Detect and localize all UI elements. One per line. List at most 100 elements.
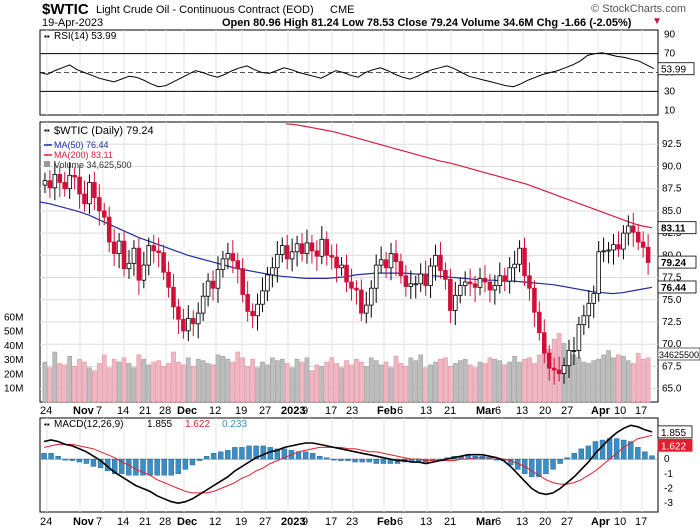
x-tick-label: 9	[302, 405, 308, 417]
volume-bar	[457, 360, 463, 403]
macd-histogram-bar	[621, 439, 627, 460]
candle-body	[67, 174, 72, 190]
macd-histogram-bar	[182, 458, 189, 470]
candle-body	[591, 293, 597, 304]
candle-body	[215, 269, 221, 289]
macd-histogram-bar	[55, 455, 61, 460]
candle-body	[631, 225, 636, 233]
macd-histogram-bar	[175, 458, 182, 475]
volume-bar	[210, 364, 216, 403]
x-tick-label: 10	[614, 405, 626, 417]
volume-bar	[225, 358, 231, 403]
volume-bar	[413, 360, 419, 403]
volume-bar	[349, 364, 354, 403]
volume-bar	[418, 354, 424, 403]
x-tick-label-bottom: 6	[397, 516, 403, 528]
macd-value-tag-bg	[657, 425, 693, 439]
candle-body	[136, 247, 142, 281]
volume-bar	[626, 360, 631, 403]
candle-body	[611, 244, 616, 251]
x-tick-label: 19	[235, 405, 247, 417]
volume-bar	[166, 363, 171, 403]
x-tick-label-bottom: 21	[444, 516, 456, 528]
candle-body	[121, 240, 127, 270]
macd-histogram-bar	[642, 451, 648, 460]
candle-body	[596, 251, 601, 294]
candle-body	[635, 231, 641, 243]
candle-body	[586, 302, 592, 317]
macd-tick-label: -2	[664, 484, 673, 495]
volume-bar	[368, 357, 374, 403]
macd-histogram-bar	[529, 458, 535, 477]
macd-histogram-bar	[331, 458, 337, 461]
macd-histogram-bar	[69, 458, 75, 461]
volume-bar	[304, 357, 310, 403]
x-tick-label: Nov	[73, 405, 95, 417]
candle-body	[181, 318, 186, 332]
volume-bar	[606, 350, 611, 403]
candle-body	[309, 242, 315, 252]
candle-body	[418, 273, 423, 285]
price-tick-label: 90.0	[662, 161, 682, 172]
ma200-value-tag: 83.11	[661, 224, 686, 235]
candle-body	[403, 275, 409, 287]
volume-bar	[270, 357, 275, 403]
volume-bar	[200, 360, 206, 403]
volume-bar	[299, 361, 305, 403]
candle-body	[537, 311, 542, 334]
volume-bar	[101, 354, 107, 403]
macd-histogram-bar	[260, 445, 266, 460]
volume-bar	[517, 361, 522, 403]
macd-tick-label: -1	[664, 469, 673, 480]
macd-histogram-bar	[557, 458, 563, 464]
x-tick-label-bottom: 20	[539, 516, 551, 528]
volume-bar	[131, 367, 137, 403]
macd-legend-value: 1.855	[147, 419, 172, 430]
candle-body	[472, 283, 478, 288]
candle-body	[576, 324, 582, 351]
volume-bar	[630, 363, 636, 403]
candle-body	[131, 247, 137, 264]
watermark: © StockCharts.com	[591, 3, 686, 15]
candle-body	[111, 241, 117, 254]
macd-histogram-bar	[359, 458, 365, 463]
macd-histogram-bar	[41, 453, 47, 460]
macd-histogram-bar	[48, 453, 54, 460]
instrument-name: Light Crude Oil - Continuous Contract (E…	[96, 4, 314, 16]
candle-body	[368, 287, 374, 306]
macd-histogram-bar	[324, 457, 330, 460]
candle-body	[57, 174, 63, 183]
macd-histogram-bar	[274, 448, 281, 460]
macd-histogram-bar	[599, 439, 606, 460]
volume-bar	[373, 360, 379, 403]
candle-body	[126, 262, 132, 270]
price-tick-label: 70.0	[662, 339, 682, 350]
candle-body	[601, 250, 606, 253]
candle-body	[116, 240, 122, 254]
volume-bar	[195, 358, 201, 403]
candle-body	[339, 264, 344, 269]
volume-bar	[329, 357, 335, 403]
candle-body	[354, 287, 359, 291]
rsi-tick-label: 30	[664, 86, 676, 97]
macd-histogram-bar	[606, 438, 613, 460]
x-tick-label-bottom: 17	[635, 516, 647, 528]
volume-bar	[314, 364, 320, 403]
candle-body	[289, 251, 295, 260]
volume-bar	[121, 357, 127, 403]
candle-body	[467, 281, 473, 285]
candle-body	[171, 286, 176, 308]
candle-body	[616, 244, 621, 250]
x-tick-label: Apr	[591, 405, 611, 417]
candle-body	[299, 243, 305, 254]
candle-body	[561, 365, 567, 374]
volume-bar	[388, 367, 394, 403]
volume-bar	[596, 358, 601, 403]
volume-bar	[482, 363, 488, 403]
candle-body	[319, 238, 325, 257]
candle-body	[566, 350, 572, 366]
volume-tick-label: 40M	[4, 341, 23, 352]
volume-bar	[448, 366, 453, 403]
x-tick-label-bottom: 2023	[281, 516, 305, 528]
x-tick-label-bottom: 19	[235, 516, 247, 528]
